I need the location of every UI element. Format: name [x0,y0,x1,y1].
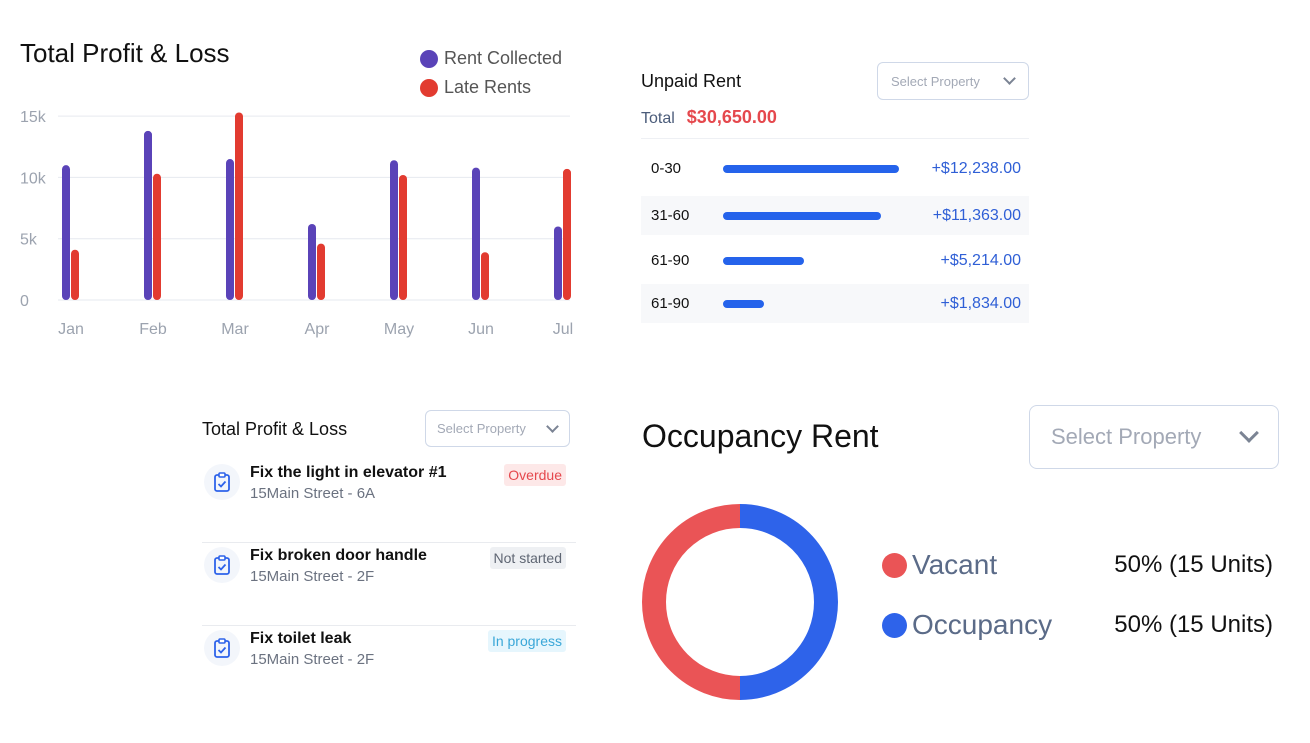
donut-slice-vacant [642,504,741,700]
bar-late-rents [399,174,407,300]
bar-rent-collected [308,224,316,300]
aging-bar [723,299,765,308]
status-badge: Not started [489,547,566,569]
x-tick-label: Feb [139,321,167,338]
bar-rent-collected [62,165,70,300]
donut-slice-occupancy [739,504,838,700]
bar-late-rents [153,173,161,300]
task-item[interactable]: Fix broken door handle 15Main Street - 2… [202,543,576,626]
unpaid-divider [641,138,1029,139]
bar-late-rents [235,112,243,300]
aging-label: 61-90 [651,252,690,269]
x-tick-label: Apr [305,321,331,338]
task-name: Fix broken door handle [250,547,427,564]
aging-row: 61-90 +$5,214.00 [641,241,1029,280]
task-name: Fix the light in elevator #1 [250,464,447,481]
bar-late-rents [317,243,325,300]
aging-row: 0-30 +$12,238.00 [641,149,1029,188]
aging-bar-track [723,164,903,173]
occupancy-legend-label: Occupancy [912,609,1053,640]
bar-late-rents [563,168,571,300]
task-address: 15Main Street - 2F [250,651,375,668]
bar-late-rents [481,252,489,300]
vacant-dot [882,552,907,578]
task-item[interactable]: Fix the light in elevator #1 15Main Stre… [202,460,576,543]
x-tick-label: Jan [58,321,84,338]
occupancy-title: Occupancy Rent [642,418,879,454]
occupancy-donut-chart [642,504,838,700]
occupancy-property-select[interactable]: Select Property [1029,405,1279,469]
aging-bar [723,164,900,173]
aging-bar [723,256,804,265]
y-tick-label: 10k [20,170,47,187]
y-tick-label: 5k [20,232,38,249]
legend-dot-rent-collected [420,49,438,68]
aging-bar-track [723,211,903,220]
chart-legend: Rent Collected Late Rents [420,44,562,102]
aging-bar [723,211,881,220]
task-name: Fix toilet leak [250,630,352,647]
occupancy-dot [882,612,907,638]
legend-label-late-rents: Late Rents [444,77,532,97]
bar-rent-collected [472,167,480,300]
unpaid-total-value: $30,650.00 [686,107,777,127]
occupancy-legend-label: Vacant [912,549,998,580]
x-tick-label: May [384,321,414,338]
y-tick-label: 0 [20,293,29,310]
unpaid-total-label: Total [641,110,675,127]
clipboard-check-icon [204,464,240,500]
occupancy-legend-value: 50% (15 Units) [1114,551,1273,578]
aging-amount: +$1,834.00 [940,294,1021,312]
task-item[interactable]: Fix toilet leak 15Main Street - 2F In pr… [202,626,576,709]
x-tick-label: Jun [468,321,494,338]
chevron-down-icon [546,419,559,433]
unpaid-property-select[interactable]: Select Property [877,62,1029,100]
occupancy-legend-vacant: Vacant 50% (15 Units) [882,545,1277,585]
aging-label: 0-30 [651,160,682,177]
clipboard-check-icon [204,547,240,583]
bar-rent-collected [390,160,398,300]
profit-loss-bar-chart: 0 5k 10k 15k Jan Feb Mar Apr May Jun Jul [20,109,573,338]
task-address: 15Main Street - 2F [250,568,375,585]
status-badge: Overdue [504,464,566,486]
unpaid-total: Total $30,650.00 [641,107,777,128]
legend-item-late-rents: Late Rents [420,73,562,102]
legend-label-rent-collected: Rent Collected [444,48,563,68]
aging-row: 31-60 +$11,363.00 [641,196,1029,235]
bar-rent-collected [226,159,234,300]
maintenance-title: Total Profit & Loss [202,419,348,439]
occupancy-legend-occupancy: Occupancy 50% (15 Units) [882,605,1277,645]
aging-row: 61-90 +$1,834.00 [641,284,1029,323]
x-tick-label: Mar [221,321,249,338]
aging-bar-track [723,299,903,308]
aging-amount: +$5,214.00 [940,251,1021,269]
maintenance-property-select[interactable]: Select Property [425,410,570,447]
task-address: 15Main Street - 6A [250,485,376,502]
profit-loss-title: Total Profit & Loss [20,38,230,68]
occupancy-legend-value: 50% (15 Units) [1114,611,1273,638]
bar-late-rents [71,249,79,300]
aging-bar-track [723,256,903,265]
aging-label: 61-90 [651,295,690,312]
chevron-down-icon [1239,423,1259,443]
unpaid-rent-title: Unpaid Rent [641,71,742,91]
occupancy-select-placeholder: Select Property [1051,424,1202,449]
bar-rent-collected [554,226,562,300]
chevron-down-icon [1003,72,1016,85]
legend-dot-late-rents [420,78,438,97]
y-tick-label: 15k [20,109,47,126]
clipboard-check-icon [204,630,240,666]
aging-amount: +$11,363.00 [932,206,1021,224]
aging-label: 31-60 [651,207,690,224]
x-tick-label: Jul [553,321,573,338]
bar-rent-collected [144,130,152,300]
legend-item-rent-collected: Rent Collected [420,44,562,73]
aging-amount: +$12,238.00 [931,159,1021,177]
maintenance-select-placeholder: Select Property [437,421,526,436]
unpaid-select-placeholder: Select Property [891,73,980,89]
status-badge: In progress [487,630,566,652]
